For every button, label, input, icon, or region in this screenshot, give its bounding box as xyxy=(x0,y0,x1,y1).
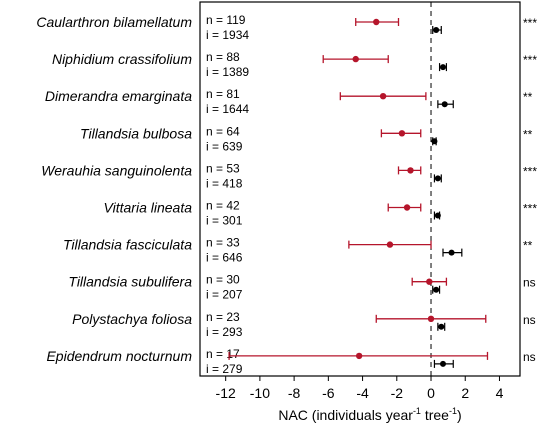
n-label: n = 17 xyxy=(206,347,240,361)
significance-label: *** xyxy=(523,16,537,30)
x-axis: -12 -10 -8 -6 -4 -2 0 2 4 xyxy=(216,376,504,401)
i-label: i = 301 xyxy=(206,214,243,228)
mean-point xyxy=(431,138,438,145)
significance-label: *** xyxy=(523,164,537,178)
species-label: Tillandsia subulifera xyxy=(68,274,192,290)
mean-point xyxy=(434,175,441,182)
mean-point xyxy=(433,27,440,33)
x-tick-label: -6 xyxy=(322,385,335,401)
mean-point xyxy=(433,286,440,293)
n-label: n = 33 xyxy=(206,236,240,250)
mean-point xyxy=(434,212,441,219)
n-label: n = 119 xyxy=(206,13,246,27)
significance-label: ** xyxy=(523,90,533,104)
significance-label: *** xyxy=(523,202,537,216)
species-label: Dimerandra emarginata xyxy=(45,88,192,104)
black-series xyxy=(431,26,463,368)
mean-point xyxy=(352,55,359,63)
i-label: i = 639 xyxy=(206,139,243,153)
i-label: i = 1934 xyxy=(206,28,249,42)
species-label: Polystachya foliosa xyxy=(72,311,192,327)
x-tick-label: -10 xyxy=(250,385,270,401)
significance-label: *** xyxy=(523,53,537,67)
x-tick-label: -8 xyxy=(288,385,301,401)
species-label: Tillandsia fasciculata xyxy=(63,237,192,253)
mean-point xyxy=(439,360,446,367)
mean-point xyxy=(439,64,446,71)
significance-label: ns xyxy=(523,276,536,290)
significance-label: ns xyxy=(523,350,536,364)
species-label: Tillandsia bulbosa xyxy=(80,125,192,141)
x-tick-label: 4 xyxy=(496,385,504,401)
species-label: Caularthron bilamellatum xyxy=(36,14,192,30)
x-tick-label: 0 xyxy=(427,385,435,401)
i-label: i = 1644 xyxy=(206,102,249,116)
species-label: Niphidium crassifolium xyxy=(52,51,192,67)
n-label: n = 81 xyxy=(206,87,240,101)
i-label: i = 293 xyxy=(206,325,243,339)
i-label: i = 646 xyxy=(206,251,243,265)
red-series xyxy=(228,18,489,360)
x-axis-label: NAC (individuals year-1 tree-1) xyxy=(278,406,461,423)
mean-point xyxy=(438,323,445,330)
significance-label: ns xyxy=(523,313,536,327)
significance-label: ** xyxy=(523,239,533,253)
species-labels: Caularthron bilamellatum Niphidium crassi… xyxy=(36,14,192,364)
mean-point xyxy=(407,167,414,174)
mean-point xyxy=(355,352,363,360)
n-label: n = 88 xyxy=(206,50,240,64)
i-label: i = 1389 xyxy=(206,65,249,79)
mean-point xyxy=(427,315,435,322)
n-label: n = 23 xyxy=(206,310,240,324)
mean-point xyxy=(426,278,433,285)
mean-point xyxy=(448,249,455,256)
n-label: n = 30 xyxy=(206,273,240,287)
n-label: n = 53 xyxy=(206,161,240,175)
n-label: n = 42 xyxy=(206,199,240,213)
species-label: Epidendrum nocturnum xyxy=(46,348,192,364)
i-label: i = 418 xyxy=(206,176,243,190)
mean-point xyxy=(373,18,380,26)
i-label: i = 279 xyxy=(206,362,243,376)
mean-point xyxy=(386,241,394,248)
mean-point xyxy=(379,93,387,100)
x-tick-label: -4 xyxy=(356,385,369,401)
i-label: i = 207 xyxy=(206,288,243,302)
significance-label: ** xyxy=(523,127,533,141)
species-label: Vittaria lineata xyxy=(104,200,193,216)
mean-point xyxy=(398,130,406,137)
x-tick-label: -12 xyxy=(216,385,236,401)
n-label: n = 64 xyxy=(206,124,240,138)
mean-point xyxy=(441,101,448,108)
x-tick-label: -2 xyxy=(391,385,404,401)
mean-point xyxy=(403,204,411,211)
species-label: Werauhia sanguinolenta xyxy=(41,162,192,178)
plot-frame xyxy=(199,1,521,377)
x-tick-label: 2 xyxy=(461,385,469,401)
